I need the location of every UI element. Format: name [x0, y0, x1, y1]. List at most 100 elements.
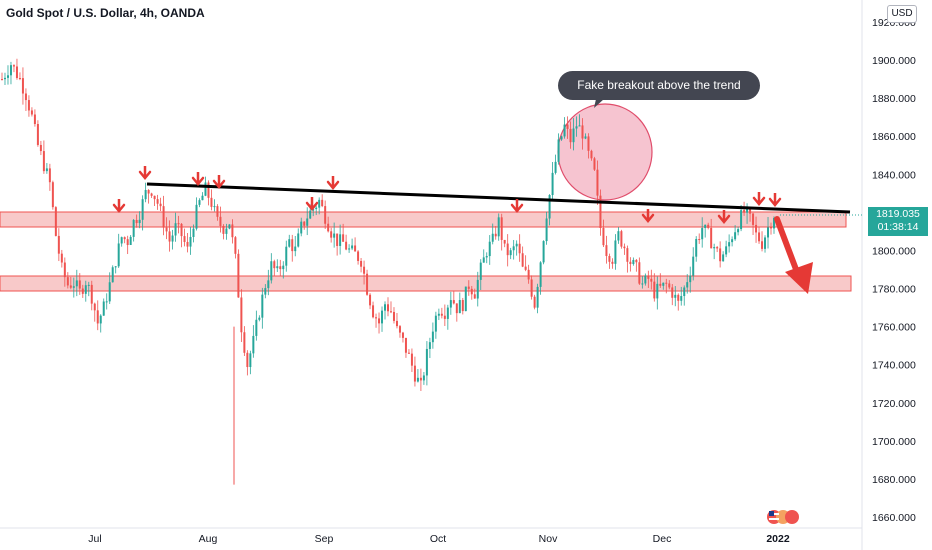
projection-arrow[interactable]	[774, 216, 813, 294]
candle-body	[207, 182, 210, 198]
currency-button[interactable]: USD	[887, 5, 917, 23]
candle-body	[599, 195, 602, 229]
y-tick-label: 1760.000	[872, 322, 916, 334]
candle-body	[177, 223, 180, 225]
candle-body	[401, 332, 404, 338]
candle-body	[252, 335, 255, 354]
candle-body	[303, 221, 306, 226]
candle-body	[258, 317, 261, 320]
candle-body	[608, 255, 611, 262]
current-price-label: 1819.035 01:38:14	[868, 207, 928, 236]
candle-body	[428, 342, 431, 349]
candle-body	[288, 239, 291, 247]
current-price-value: 1819.035	[876, 208, 920, 220]
candle-body	[138, 219, 141, 224]
candle-body	[476, 279, 479, 299]
candle-body	[623, 246, 626, 249]
candle-body	[354, 245, 357, 252]
candle-body	[482, 257, 485, 263]
us-flag-icon[interactable]	[766, 509, 800, 525]
candle-body	[195, 204, 198, 229]
candle-body	[671, 287, 674, 298]
breakout-ellipse[interactable]	[557, 103, 653, 201]
candle-body	[300, 221, 303, 234]
candle-body	[404, 337, 407, 353]
candle-body	[198, 200, 201, 205]
candle-body	[105, 301, 108, 303]
candle-body	[683, 287, 686, 297]
y-tick-label: 1800.000	[872, 245, 916, 257]
candle-body	[54, 207, 57, 236]
candle-body	[500, 217, 503, 240]
y-tick-label: 1880.000	[872, 93, 916, 105]
candle-body	[407, 352, 410, 354]
candle-body	[345, 241, 348, 250]
candle-body	[117, 243, 120, 267]
candle-body	[324, 206, 327, 224]
candle-body	[201, 195, 204, 201]
candle-body	[773, 218, 775, 229]
chart-title: Gold Spot / U.S. Dollar, 4h, OANDA	[6, 6, 205, 20]
candle-body	[234, 237, 237, 254]
candle-body	[764, 237, 767, 249]
y-axis[interactable]: 1920.0001900.0001880.0001860.0001840.000…	[872, 17, 916, 524]
candle-body	[617, 231, 620, 241]
candle-body	[488, 241, 491, 257]
candle-body	[725, 246, 728, 255]
candle-body	[611, 261, 614, 264]
candle-body	[695, 239, 698, 257]
candle-body	[719, 248, 722, 262]
candle-body	[213, 206, 216, 208]
candle-body	[542, 241, 545, 263]
candle-body	[306, 218, 309, 226]
x-tick-label: Aug	[199, 533, 218, 545]
candle-body	[515, 243, 518, 247]
candle-body	[153, 195, 156, 200]
candle-body	[42, 151, 45, 172]
x-tick-label: Nov	[539, 533, 558, 545]
candle-body	[228, 224, 231, 229]
candle-body	[770, 227, 773, 229]
resistance-zone[interactable]	[0, 211, 847, 228]
candle-body	[626, 248, 629, 262]
candle-body	[464, 286, 467, 312]
candle-body	[312, 209, 315, 211]
candle-body	[716, 247, 719, 249]
trendline[interactable]	[146, 182, 851, 214]
callout-label[interactable]: Fake breakout above the trend	[558, 71, 760, 100]
candle-body	[120, 237, 123, 244]
candle-body	[461, 300, 464, 312]
candle-body	[129, 236, 132, 246]
candle-body	[126, 239, 129, 246]
candle-body	[48, 168, 51, 183]
candle-body	[372, 305, 375, 318]
candle-body	[731, 239, 734, 243]
candle-body	[644, 275, 647, 284]
candle-body	[216, 206, 219, 217]
candle-body	[392, 311, 395, 321]
candle-body	[398, 326, 401, 333]
candle-body	[554, 161, 557, 173]
y-tick-label: 1700.000	[872, 436, 916, 448]
candle-body	[512, 246, 515, 251]
candle-body	[539, 262, 542, 287]
candle-body	[66, 277, 69, 286]
x-axis[interactable]: Jul Aug Sep Oct Nov Dec 2022	[88, 533, 790, 545]
candle-body	[75, 280, 78, 287]
candle-body	[15, 66, 18, 78]
candle-body	[309, 210, 312, 219]
candle-body	[593, 158, 596, 170]
candle-body	[18, 77, 21, 79]
support-zone[interactable]	[0, 275, 852, 292]
candle-body	[587, 136, 590, 151]
candle-body	[722, 254, 725, 262]
candle-body	[255, 319, 258, 336]
y-tick-label: 1680.000	[872, 474, 916, 486]
candle-body	[584, 136, 587, 139]
candle-body	[761, 241, 764, 249]
candle-body	[162, 206, 165, 228]
candle-body	[551, 172, 554, 196]
candle-body	[24, 93, 27, 101]
candle-body	[689, 275, 692, 283]
